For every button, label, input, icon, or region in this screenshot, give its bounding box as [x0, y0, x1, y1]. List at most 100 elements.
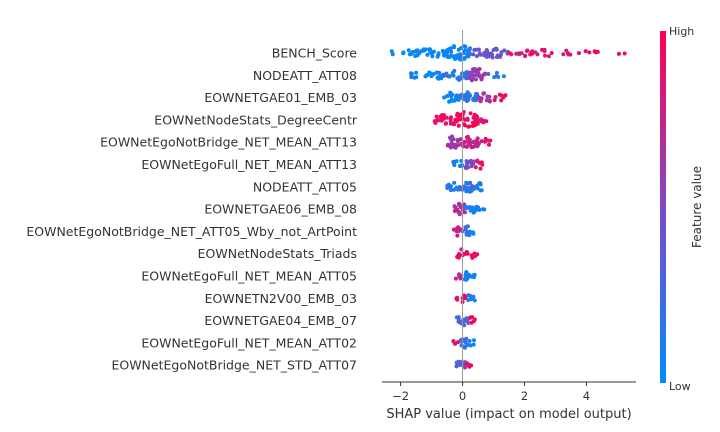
x-axis-label: SHAP value (impact on model output): [386, 407, 631, 422]
shap-point: [454, 226, 459, 231]
feature-label: EOWNETGAE04_EMB_07: [204, 313, 357, 328]
shap-point: [479, 96, 484, 101]
feature-labels: BENCH_Score NODEATT_ATT08 EOWNETGAE01_EMB_…: [26, 46, 357, 373]
shap-point: [444, 121, 448, 126]
shap-point: [452, 44, 456, 49]
feature-label: EOWNetEgoFull_NET_MEAN_ATT13: [141, 157, 357, 172]
shap-point: [478, 188, 483, 193]
shap-point: [470, 124, 475, 128]
shap-point: [458, 54, 463, 59]
shap-point: [468, 70, 473, 75]
shap-point: [458, 320, 463, 325]
shap-point: [498, 54, 502, 59]
feature-swarm: [432, 110, 489, 129]
shap-point: [409, 75, 414, 80]
shap-point: [436, 75, 440, 80]
shap-point: [524, 49, 529, 53]
shap-point: [546, 54, 551, 59]
shap-point: [471, 210, 476, 215]
shap-point: [455, 297, 460, 302]
shap-point: [485, 52, 490, 57]
shap-point: [452, 187, 456, 192]
colorbar-low-label: Low: [669, 380, 691, 393]
shap-point: [486, 138, 491, 143]
shap-point: [445, 51, 450, 55]
feature-swarm: [454, 293, 477, 304]
shap-point: [451, 137, 456, 142]
shap-point: [499, 98, 504, 103]
shap-point: [455, 53, 460, 58]
shap-point: [494, 70, 499, 75]
shap-point: [480, 207, 485, 212]
shap-point: [622, 51, 627, 56]
shap-point: [471, 161, 476, 166]
shap-point: [448, 119, 453, 124]
feature-swarm: [453, 270, 477, 282]
shap-point: [479, 139, 484, 144]
feature-label: NODEATT_ATT05: [253, 179, 357, 194]
x-axis-ticks: −2 0 2 4: [392, 382, 590, 403]
shap-point: [473, 253, 478, 258]
shap-point: [483, 139, 487, 144]
shap-point: [450, 71, 455, 75]
shap-point: [583, 49, 588, 54]
feature-label: EOWNetEgoNotBridge_NET_STD_ATT07: [111, 358, 357, 373]
shap-point: [470, 184, 474, 188]
shap-point: [435, 54, 440, 59]
shap-point: [474, 116, 479, 121]
shap-point: [406, 48, 411, 53]
feature-swarm: [451, 224, 476, 238]
shap-point: [452, 162, 457, 167]
shap-point: [428, 71, 433, 76]
shap-point: [592, 49, 597, 54]
shap-point: [490, 52, 495, 57]
feature-swarm: [454, 315, 477, 328]
shap-point: [502, 48, 507, 53]
shap-point: [465, 116, 470, 121]
shap-point: [478, 166, 483, 171]
shap-point: [467, 124, 472, 129]
shap-point: [474, 141, 479, 146]
shap-point: [437, 70, 442, 75]
shap-point: [472, 338, 476, 343]
feature-label: EOWNETGAE01_EMB_03: [204, 90, 357, 105]
shap-point: [450, 92, 455, 97]
shap-point: [463, 227, 468, 232]
shap-point: [448, 117, 453, 121]
feature-label: EOWNetEgoNotBridge_NET_MEAN_ATT13: [100, 135, 357, 150]
shap-point: [501, 74, 506, 79]
shap-point: [473, 98, 478, 103]
x-tick-label: 2: [521, 389, 528, 403]
shap-point: [459, 359, 464, 364]
shap-point: [484, 98, 489, 103]
shap-point: [468, 343, 473, 348]
shap-point: [465, 94, 470, 99]
shap-point: [477, 181, 482, 186]
feature-label: EOWNetEgoFull_NET_MEAN_ATT02: [141, 335, 357, 350]
shap-point: [457, 362, 462, 367]
shap-point: [468, 76, 473, 81]
shap-point: [466, 98, 470, 103]
shap-point: [473, 165, 478, 170]
shap-point: [462, 44, 467, 49]
shap-point: [413, 49, 418, 54]
shap-point: [454, 364, 459, 369]
colorbar-title: Feature value: [690, 166, 704, 248]
shap-point: [463, 362, 468, 367]
shap-point: [457, 272, 461, 277]
shap-point: [475, 138, 480, 142]
shap-point: [493, 95, 498, 99]
shap-point: [500, 93, 504, 98]
shap-point: [455, 139, 460, 144]
shap-point: [463, 204, 468, 209]
shap-point: [595, 49, 600, 54]
shap-point: [462, 318, 467, 323]
shap-point: [468, 208, 473, 213]
shap-point: [451, 339, 456, 344]
shap-point: [458, 205, 463, 210]
shap-point: [458, 187, 462, 192]
shap-point: [455, 233, 460, 238]
shap-point: [523, 53, 527, 58]
shap-point: [566, 52, 571, 57]
